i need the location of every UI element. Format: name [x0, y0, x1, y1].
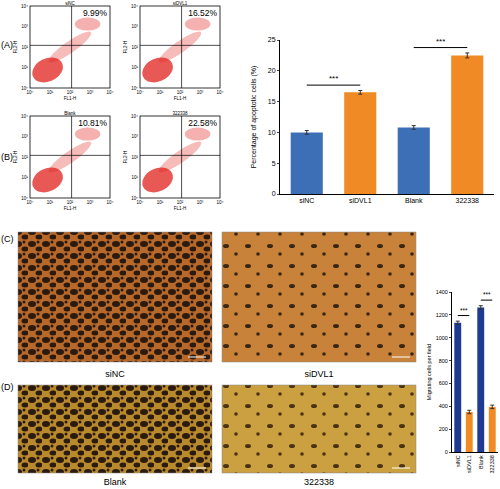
svg-text:(D): (D) [1, 382, 14, 392]
svg-text:10⁰: 10⁰ [27, 200, 34, 205]
svg-text:10⁴: 10⁴ [131, 4, 138, 9]
svg-text:0: 0 [272, 190, 276, 197]
svg-text:FL1-H: FL1-H [64, 206, 77, 211]
svg-text:siNC: siNC [105, 369, 125, 379]
svg-text:10³: 10³ [21, 24, 28, 29]
svg-text:10.81%: 10.81% [78, 118, 107, 128]
svg-text:15: 15 [268, 98, 276, 105]
svg-text:FL1-H: FL1-H [174, 96, 187, 101]
svg-text:10: 10 [268, 129, 276, 136]
svg-text:10³: 10³ [197, 200, 204, 205]
svg-text:400: 400 [439, 403, 448, 409]
svg-text:siNC: siNC [299, 197, 314, 204]
svg-text:10⁰: 10⁰ [21, 86, 28, 91]
svg-text:10⁰: 10⁰ [131, 86, 138, 91]
svg-text:10³: 10³ [87, 200, 94, 205]
svg-text:FL2-H: FL2-H [13, 151, 18, 164]
svg-text:10³: 10³ [197, 90, 204, 95]
svg-text:10⁴: 10⁴ [21, 114, 28, 119]
svg-text:322338: 322338 [489, 455, 495, 473]
svg-text:***: *** [460, 307, 468, 314]
svg-text:siDVL1: siDVL1 [466, 455, 472, 473]
svg-text:FL2-H: FL2-H [13, 41, 18, 54]
svg-text:FL2-H: FL2-H [123, 41, 128, 54]
svg-text:siDVL1: siDVL1 [173, 1, 188, 6]
svg-text:200: 200 [439, 426, 448, 432]
svg-text:16.52%: 16.52% [188, 8, 217, 18]
svg-text:10⁰: 10⁰ [137, 200, 144, 205]
svg-text:10²: 10² [21, 155, 28, 160]
svg-text:10³: 10³ [131, 24, 138, 29]
svg-text:10¹: 10¹ [131, 175, 138, 180]
svg-text:25: 25 [268, 36, 276, 43]
svg-text:5: 5 [272, 160, 276, 167]
svg-text:10³: 10³ [131, 134, 138, 139]
svg-text:800: 800 [439, 357, 448, 363]
svg-text:***: *** [329, 74, 338, 83]
svg-text:10¹: 10¹ [21, 175, 28, 180]
svg-text:10³: 10³ [21, 134, 28, 139]
svg-text:1400: 1400 [436, 289, 448, 295]
svg-text:10²: 10² [21, 45, 28, 50]
svg-text:siNC: siNC [455, 455, 461, 467]
svg-text:10²: 10² [67, 200, 74, 205]
svg-text:(C): (C) [1, 234, 14, 244]
svg-text:10⁴: 10⁴ [131, 114, 138, 119]
svg-text:Blank: Blank [405, 197, 423, 204]
svg-text:600: 600 [439, 380, 448, 386]
svg-text:10⁰: 10⁰ [137, 90, 144, 95]
svg-text:(B): (B) [1, 152, 13, 162]
svg-text:10⁴: 10⁴ [21, 4, 28, 9]
svg-text:(A): (A) [1, 40, 13, 50]
svg-text:322338: 322338 [304, 477, 334, 487]
svg-text:10²: 10² [67, 90, 74, 95]
svg-text:10¹: 10¹ [21, 65, 28, 70]
svg-text:10¹: 10¹ [47, 200, 54, 205]
svg-text:10¹: 10¹ [157, 90, 164, 95]
svg-text:***: *** [436, 37, 445, 46]
svg-text:FL1-H: FL1-H [174, 206, 187, 211]
svg-text:10²: 10² [131, 45, 138, 50]
svg-text:10³: 10³ [87, 90, 94, 95]
svg-text:10²: 10² [177, 200, 184, 205]
svg-text:10⁰: 10⁰ [21, 196, 28, 201]
svg-text:322338: 322338 [172, 111, 188, 116]
svg-text:siDVL1: siDVL1 [304, 369, 333, 379]
svg-text:Blank: Blank [478, 455, 484, 469]
svg-text:322338: 322338 [456, 197, 479, 204]
svg-text:10⁴: 10⁴ [217, 90, 224, 95]
svg-text:10⁰: 10⁰ [27, 90, 34, 95]
svg-text:22.58%: 22.58% [188, 118, 217, 128]
svg-text:Migrating cells per field: Migrating cells per field [426, 344, 432, 400]
svg-text:Blank: Blank [64, 111, 76, 116]
svg-text:10¹: 10¹ [157, 200, 164, 205]
svg-text:10⁴: 10⁴ [107, 90, 114, 95]
svg-text:Percentage of apoptotic cells: Percentage of apoptotic cells (%) [250, 66, 258, 169]
svg-text:10¹: 10¹ [131, 65, 138, 70]
svg-text:20: 20 [268, 67, 276, 74]
svg-text:siNC: siNC [65, 1, 75, 6]
svg-text:10²: 10² [131, 155, 138, 160]
svg-text:1000: 1000 [436, 335, 448, 341]
svg-text:FL2-H: FL2-H [123, 151, 128, 164]
svg-text:10⁰: 10⁰ [131, 196, 138, 201]
svg-text:0: 0 [445, 449, 448, 455]
svg-text:***: *** [483, 291, 491, 298]
svg-text:10²: 10² [177, 90, 184, 95]
svg-text:1200: 1200 [436, 312, 448, 318]
svg-text:10⁴: 10⁴ [217, 200, 224, 205]
svg-text:Blank: Blank [104, 477, 127, 487]
svg-text:10⁴: 10⁴ [107, 200, 114, 205]
svg-text:siDVL1: siDVL1 [349, 197, 372, 204]
svg-text:FL1-H: FL1-H [64, 96, 77, 101]
svg-text:9.99%: 9.99% [83, 8, 108, 18]
svg-text:10¹: 10¹ [47, 90, 54, 95]
